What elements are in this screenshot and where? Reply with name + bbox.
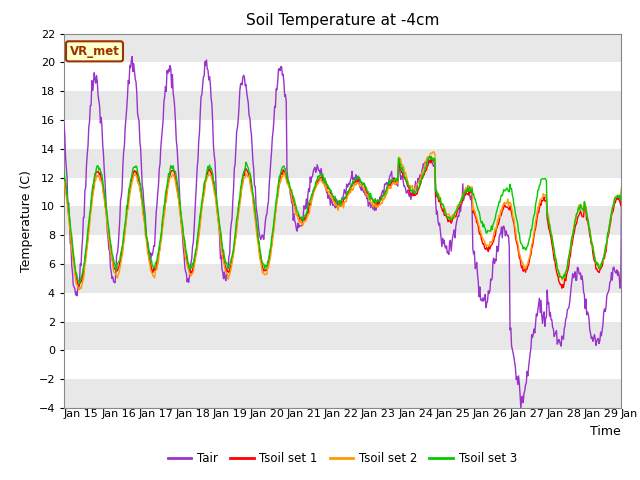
Bar bbox=[64, 206, 621, 235]
Bar bbox=[64, 149, 621, 178]
Bar bbox=[64, 264, 621, 293]
Bar bbox=[64, 62, 621, 91]
X-axis label: Time: Time bbox=[590, 425, 621, 438]
Title: Soil Temperature at -4cm: Soil Temperature at -4cm bbox=[246, 13, 439, 28]
Bar bbox=[64, 379, 621, 408]
Bar bbox=[64, 34, 621, 62]
Y-axis label: Temperature (C): Temperature (C) bbox=[20, 170, 33, 272]
Legend: Tair, Tsoil set 1, Tsoil set 2, Tsoil set 3: Tair, Tsoil set 1, Tsoil set 2, Tsoil se… bbox=[163, 447, 522, 469]
Text: VR_met: VR_met bbox=[70, 45, 120, 58]
Bar bbox=[64, 120, 621, 149]
Bar bbox=[64, 91, 621, 120]
Bar bbox=[64, 350, 621, 379]
Bar bbox=[64, 293, 621, 322]
Bar bbox=[64, 235, 621, 264]
Bar bbox=[64, 178, 621, 206]
Bar bbox=[64, 322, 621, 350]
